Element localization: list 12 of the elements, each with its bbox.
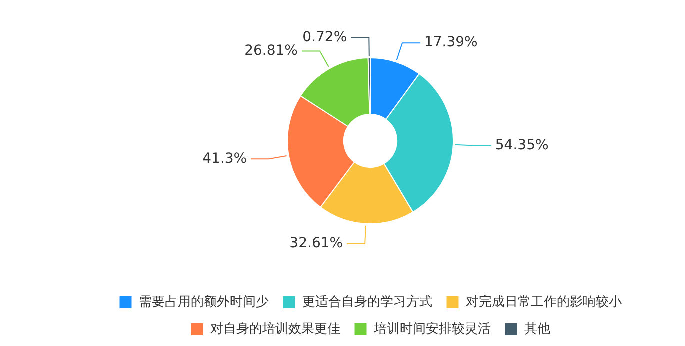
data-label: 41.3%: [202, 150, 248, 167]
data-label: 32.61%: [290, 235, 344, 252]
data-label: 54.35%: [495, 137, 549, 154]
legend-label: 对自身的培训效果更佳: [210, 322, 340, 337]
data-label: 0.72%: [302, 30, 348, 46]
legend-label: 培训时间安排较灵活: [372, 320, 491, 337]
legend-label: 更适合自身的学习方式: [302, 294, 432, 310]
data-label: 26.81%: [244, 42, 298, 59]
legend-label: 需要占用的额外时间少: [138, 294, 269, 310]
legend-label: 对完成日常工作的影响较小: [466, 294, 622, 310]
data-label: 17.39%: [424, 34, 478, 51]
legend-label: 其他: [524, 322, 550, 337]
